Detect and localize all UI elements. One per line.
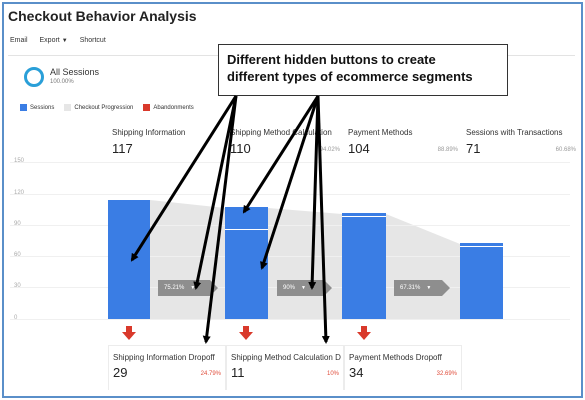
dropoff-shipping-information[interactable]: Shipping Information Dropoff 29 24.79% — [108, 345, 226, 390]
progression-button[interactable]: 67.31% ▼ — [394, 280, 450, 296]
progression-shape — [386, 214, 460, 320]
dropoff-name: Shipping Method Calculation Dropoff — [231, 353, 341, 362]
shortcut-button[interactable]: Shortcut — [79, 37, 106, 44]
progression-button[interactable]: 75.21% ▼ — [158, 280, 218, 296]
abandonment-arrow-icon[interactable] — [357, 326, 371, 340]
y-tick-label: 90 — [14, 221, 21, 227]
chevron-down-icon: ▼ — [190, 285, 196, 291]
dropoff-percent: 32.69% — [436, 371, 457, 377]
step-header-transactions[interactable]: Sessions with Transactions 71 60.68% — [462, 120, 580, 160]
annotation-callout: Different hidden buttons to create diffe… — [218, 44, 508, 96]
segment-selector[interactable]: All Sessions 100.00% — [18, 62, 208, 92]
callout-line: Different hidden buttons to create — [227, 52, 436, 67]
email-button[interactable]: Email — [10, 37, 28, 44]
step-percent: 88.89% — [437, 147, 458, 153]
segment-percent: 100.00% — [50, 79, 74, 85]
dropoff-name: Payment Methods Dropoff — [349, 353, 442, 362]
abandonment-arrow-icon[interactable] — [122, 326, 136, 340]
y-tick-label: 150 — [14, 158, 25, 164]
legend: Sessions Checkout Progression Abandonmen… — [20, 104, 194, 111]
legend-label: Sessions — [30, 104, 55, 111]
gridline — [10, 194, 570, 195]
y-tick-label: 30 — [14, 283, 21, 289]
chevron-down-icon: ▼ — [61, 38, 68, 44]
y-tick-label: 120 — [14, 190, 25, 196]
legend-label: Abandonments — [153, 104, 194, 111]
legend-item-sessions: Sessions — [20, 104, 54, 111]
chevron-down-icon: ▼ — [426, 285, 432, 291]
step-name: Payment Methods — [348, 128, 413, 137]
legend-item-abandonments: Abandonments — [143, 104, 194, 111]
chevron-down-icon: ▼ — [301, 285, 306, 291]
gridline — [10, 319, 570, 320]
funnel-chart: 150 120 90 60 30 0 Shipping Information … — [10, 120, 576, 390]
step-header-shipping-information[interactable]: Shipping Information 117 — [108, 120, 226, 160]
progression-button[interactable]: 90% ▼ — [277, 280, 332, 296]
y-tick-label: 0 — [14, 315, 18, 321]
dropoff-percent: 24.79% — [200, 371, 221, 377]
page-title: Checkout Behavior Analysis — [8, 8, 197, 24]
gridline — [10, 162, 570, 163]
toolbar: Email Export ▼ Shortcut — [10, 37, 106, 44]
step-count: 71 — [466, 141, 481, 156]
bar-divider — [460, 246, 503, 247]
step-name: Shipping Method Calculation — [230, 128, 332, 137]
legend-swatch — [64, 104, 72, 111]
callout-text: Different hidden buttons to create diffe… — [227, 51, 473, 85]
dropoff-name: Shipping Information Dropoff — [113, 353, 215, 362]
step-count: 104 — [348, 141, 370, 156]
dropoff-shipping-method[interactable]: Shipping Method Calculation Dropoff 11 1… — [226, 345, 344, 390]
progression-rate: 75.21% — [164, 285, 185, 291]
bar-divider — [225, 229, 268, 230]
gridline — [10, 225, 570, 226]
session-bar-shipping-information[interactable] — [108, 200, 150, 319]
legend-swatch — [143, 104, 151, 111]
dropoff-count: 29 — [113, 365, 128, 380]
session-bar-payment-methods[interactable] — [342, 213, 386, 319]
export-label: Export — [39, 37, 60, 44]
dropoff-count: 34 — [349, 365, 364, 380]
dropoff-payment-methods[interactable]: Payment Methods Dropoff 34 32.69% — [344, 345, 462, 390]
export-button[interactable]: Export ▼ — [40, 37, 68, 44]
segment-title: All Sessions — [50, 67, 100, 77]
dropoff-percent: 10% — [326, 371, 339, 377]
y-tick-label: 60 — [14, 252, 21, 258]
session-bar-shipping-method[interactable] — [225, 207, 268, 319]
step-name: Shipping Information — [112, 128, 186, 137]
abandonment-arrow-icon[interactable] — [239, 326, 253, 340]
legend-label: Checkout Progression — [74, 104, 134, 111]
progression-shape — [150, 200, 225, 320]
step-count: 110 — [230, 141, 251, 156]
step-header-shipping-method[interactable]: Shipping Method Calculation 110 94.02% — [226, 120, 344, 160]
step-name: Sessions with Transactions — [466, 128, 563, 137]
dropoff-count: 11 — [231, 365, 245, 380]
step-count: 117 — [112, 141, 133, 156]
segment-ring-icon — [24, 67, 44, 87]
legend-swatch — [20, 104, 27, 111]
session-bar-transactions[interactable] — [460, 243, 503, 319]
legend-item-progression: Checkout Progression — [64, 104, 133, 111]
step-percent: 94.02% — [319, 147, 340, 153]
progression-rate: 90% — [283, 285, 296, 291]
step-percent: 60.68% — [555, 147, 576, 153]
progression-rate: 67.31% — [400, 285, 421, 291]
callout-line: different types of ecommerce segments — [227, 69, 473, 84]
bar-divider — [342, 216, 386, 217]
step-header-payment-methods[interactable]: Payment Methods 104 88.89% — [344, 120, 462, 160]
